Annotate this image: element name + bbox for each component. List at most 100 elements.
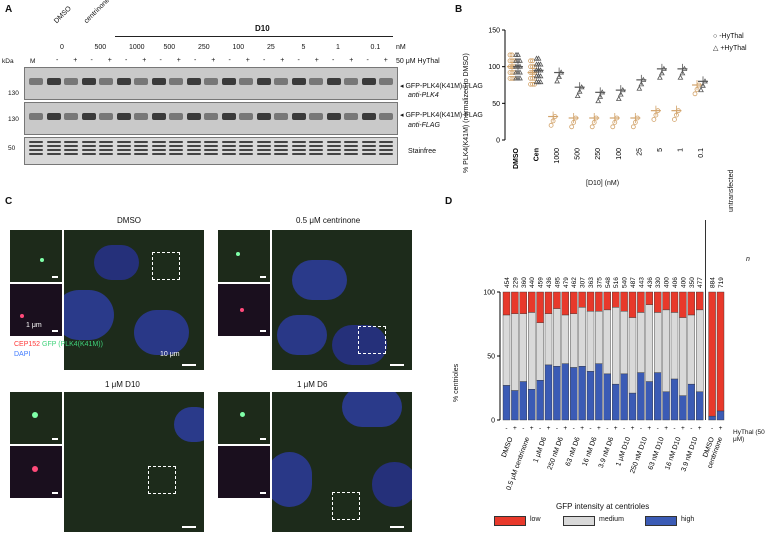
band — [29, 145, 43, 147]
band — [186, 153, 201, 155]
centriole-dot — [240, 308, 244, 312]
band — [326, 141, 341, 143]
title-centrinone: 0.5 μM centrinone — [296, 216, 361, 225]
band — [99, 113, 113, 120]
concentration-label: 100 — [232, 44, 245, 51]
band — [379, 113, 393, 120]
hythal-sign: + — [664, 425, 668, 432]
band — [344, 141, 358, 143]
scalebar — [260, 438, 266, 440]
band — [64, 78, 78, 85]
bar-high — [628, 392, 637, 421]
band — [151, 145, 166, 147]
band — [379, 78, 393, 85]
x-tick-label: 250 — [595, 148, 602, 160]
n-value-label: 330 — [655, 277, 662, 288]
band — [309, 153, 323, 155]
data-point-plus-hythal — [615, 95, 622, 101]
band — [116, 145, 131, 147]
bar-medium — [695, 309, 704, 393]
band — [239, 78, 253, 85]
nucleus — [174, 407, 204, 442]
bar-low — [662, 291, 670, 311]
band — [116, 78, 131, 85]
data-point-plus-hythal — [537, 73, 544, 79]
hythal-sign: - — [711, 425, 713, 432]
hythal-sign: + — [698, 425, 702, 432]
band — [29, 78, 43, 85]
data-point-plus-hythal — [515, 75, 521, 81]
data-point-minus-hythal — [530, 81, 535, 87]
x-tick-label: DMSO — [513, 147, 520, 169]
hythal-sign: - — [125, 57, 128, 64]
band — [326, 145, 341, 147]
nucleus — [332, 325, 387, 365]
hythal-sign: + — [563, 425, 567, 432]
bar-high — [595, 363, 603, 421]
band — [186, 149, 201, 151]
bar-high — [544, 364, 553, 421]
hythal-sign: - — [522, 425, 524, 432]
bar-low — [561, 291, 570, 316]
data-point-plus-hythal — [576, 88, 583, 94]
nucleus — [292, 260, 347, 300]
band — [116, 153, 131, 155]
band — [186, 145, 201, 147]
bar-low — [679, 291, 687, 318]
band — [186, 113, 201, 120]
panel-d-ylabel: % centrioles — [453, 363, 460, 402]
hythal-sign: - — [332, 57, 335, 64]
band — [361, 149, 376, 151]
centriole-dot — [32, 412, 38, 418]
title-d10: 1 μM D10 — [105, 380, 140, 389]
bar-low — [595, 291, 603, 312]
band — [344, 145, 358, 147]
n-value-label: 719 — [718, 277, 725, 288]
band — [151, 78, 166, 85]
data-point-plus-hythal — [554, 78, 560, 84]
bar-high — [653, 372, 662, 421]
bar-high — [611, 383, 620, 421]
bar-medium — [569, 313, 578, 368]
stainfree-label: Stainfree — [408, 148, 437, 155]
band — [291, 153, 306, 155]
data-point-plus-hythal — [698, 87, 704, 93]
zoom-box — [148, 466, 176, 494]
legend-plus-hythal: △ +HyThal — [713, 45, 747, 52]
blot1-antibody-label: anti-PLK4 — [408, 92, 439, 99]
band — [326, 113, 341, 120]
bar-low — [695, 291, 704, 311]
data-point-plus-hythal — [659, 70, 665, 76]
data-point-plus-hythal — [556, 73, 562, 79]
bar-medium — [544, 313, 553, 366]
bar-high — [553, 366, 561, 421]
hythal-sign: - — [690, 425, 692, 432]
centriole-dot — [32, 466, 38, 472]
band — [326, 78, 341, 85]
band — [169, 145, 183, 147]
band — [274, 145, 288, 147]
n-value-label: 436 — [546, 277, 553, 288]
hythal-sign: + — [631, 425, 635, 432]
nucleus — [64, 290, 114, 340]
bar-low — [569, 291, 578, 314]
band — [274, 149, 288, 151]
panel-b-ylabel: % PLK4(K41M) (normalized to DMSO) — [463, 53, 470, 173]
bar-high — [687, 383, 696, 421]
n-label: n — [746, 256, 750, 263]
band — [344, 149, 358, 151]
bar-medium — [603, 309, 612, 375]
hythal-sign: + — [647, 425, 651, 432]
scale-label-large: 10 μm — [160, 351, 180, 358]
bar-medium — [519, 313, 528, 382]
band — [326, 153, 341, 155]
centriole-dot — [40, 258, 44, 262]
scalebar — [260, 492, 266, 494]
hythal-sign: - — [589, 425, 591, 432]
hythal-sign: - — [556, 425, 558, 432]
band — [204, 149, 218, 151]
concentration-label: 1 — [336, 44, 340, 51]
hythal-sign: - — [297, 57, 300, 64]
concentration-label: 0 — [60, 44, 64, 51]
band — [64, 113, 78, 120]
